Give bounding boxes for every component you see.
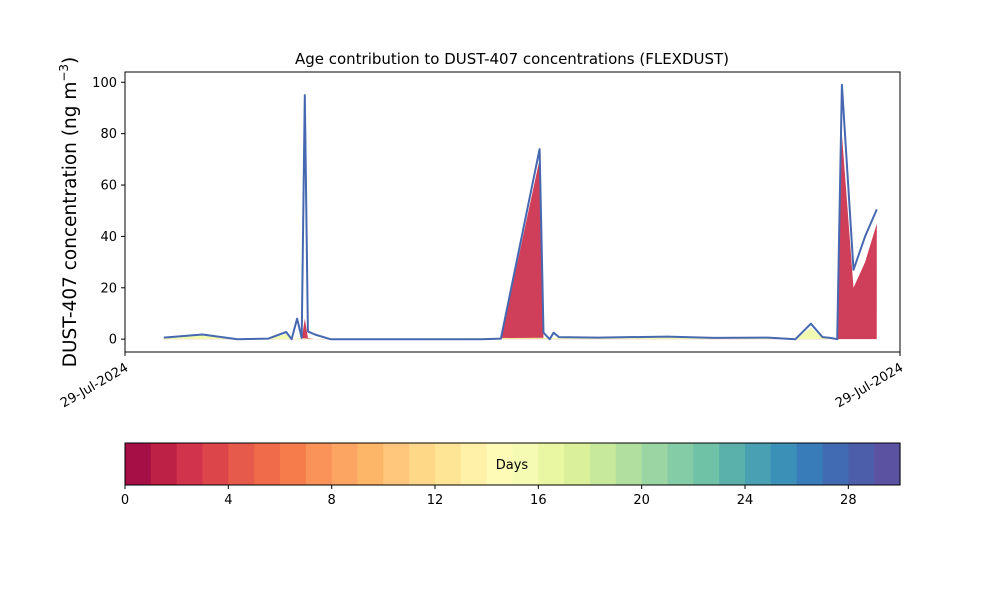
colorbar-cell [460,443,488,485]
colorbar-cell [615,443,643,485]
series-layer [163,83,878,341]
colorbar-ticks: 0 4 8 12 16 20 24 28 [121,485,857,508]
colorbar-cell [641,443,669,485]
chart-title: Age contribution to DUST-407 concentrati… [295,50,729,68]
main-chart: Age contribution to DUST-407 concentrati… [57,50,906,411]
colorbar-tick-label: 16 [530,493,547,508]
colorbar-label: Days [496,458,529,473]
colorbar-cell [822,443,849,485]
y-tick-label: 40 [100,230,117,245]
colorbar-tick-label: 8 [328,493,336,508]
colorbar-cell [719,443,746,485]
y-tick-label: 0 [109,333,117,348]
colorbar-tick-label: 0 [121,493,129,508]
y-tick-label: 60 [100,179,117,194]
colorbar-cell [383,443,410,485]
colorbar-cell [305,443,333,485]
colorbar-cell [745,443,772,485]
colorbar-cell [874,443,901,485]
colorbar-cell [590,443,617,485]
colorbar-cell [228,443,255,485]
y-tick-label: 100 [92,76,117,91]
plot-frame [124,71,901,353]
colorbar-tick-label: 4 [224,493,232,508]
colorbar-tick-label: 12 [427,493,444,508]
colorbar-cell [331,443,359,485]
colorbar-cell [435,443,462,485]
y-axis: 0 20 40 60 80 100 [92,76,125,348]
colorbar-frame [124,442,901,486]
colorbar-cell [409,443,436,485]
series-area-youngest-days [163,133,877,340]
colorbar-cell [538,443,565,485]
colorbar-cell [564,443,591,485]
colorbar-cell [512,443,539,485]
colorbar-tick-label: 24 [737,493,754,508]
colorbar-cell [125,443,152,485]
y-tick-label: 20 [100,281,117,296]
colorbar-cell [176,443,204,485]
series-line-total [163,83,878,341]
x-axis: 29-Jul-2024 29-Jul-2024 [58,352,906,411]
colorbar-cell [254,443,281,485]
x-tick-label: 29-Jul-2024 [833,360,906,411]
colorbar-cell [202,443,229,485]
colorbar-cell [486,443,514,485]
colorbar-cell [770,443,798,485]
colorbar-cell [693,443,720,485]
colorbar-cell [667,443,694,485]
colorbar-cells [125,443,901,485]
colorbar-cell [796,443,824,485]
y-tick-label: 80 [100,127,117,142]
colorbar-cell [280,443,307,485]
colorbar: Days 0 4 8 12 16 20 24 28 [121,442,901,508]
colorbar-cell [150,443,178,485]
colorbar-cell [357,443,384,485]
y-axis-label: DUST-407 concentration (ng m−3) [57,57,81,368]
colorbar-cell [848,443,875,485]
colorbar-tick-label: 28 [840,493,857,508]
colorbar-tick-label: 20 [633,493,650,508]
